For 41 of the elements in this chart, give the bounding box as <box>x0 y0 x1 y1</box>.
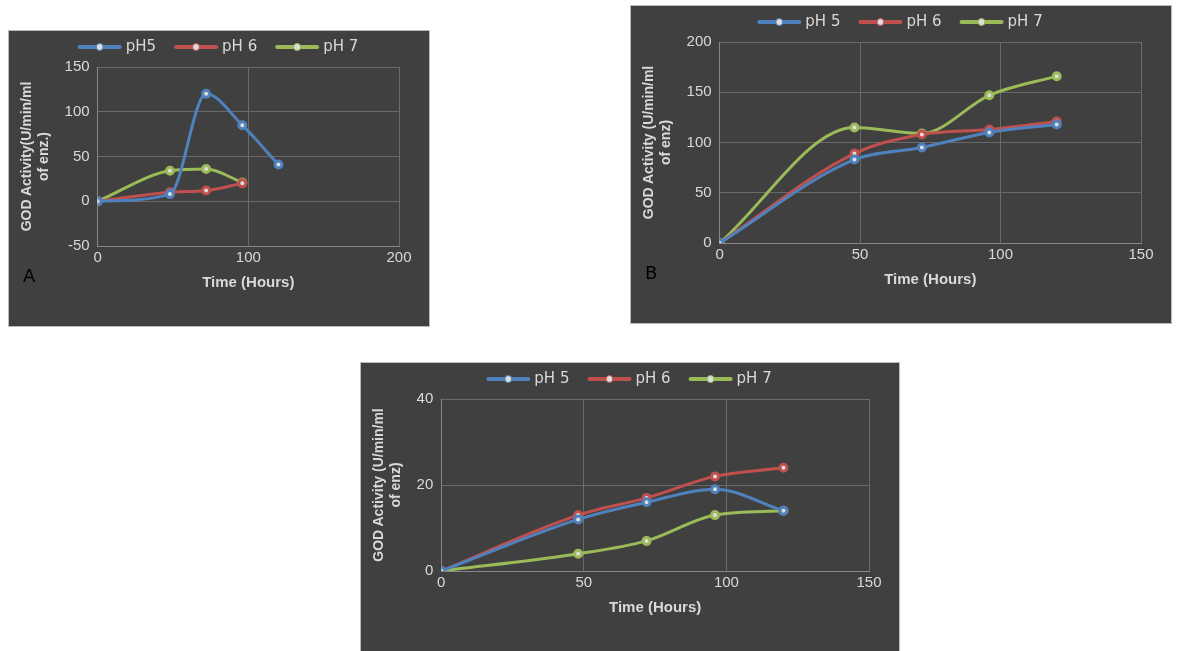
y-tick-label: 150 <box>64 57 90 75</box>
legend-label: pH 5 <box>805 11 841 30</box>
legend-label: pH 7 <box>323 36 359 55</box>
legend-label: pH 6 <box>222 36 258 55</box>
legend-label: pH 7 <box>736 368 772 387</box>
legend-label: pH 6 <box>906 11 942 30</box>
x-tick-label: 0 <box>437 573 446 591</box>
x-tick-label: 100 <box>988 245 1014 263</box>
text: A <box>23 264 36 286</box>
y-tick-label: 20 <box>416 475 434 493</box>
legend-label: pH 7 <box>1007 11 1043 30</box>
x-tick-label: 50 <box>575 573 593 591</box>
x-tick-label: 150 <box>856 573 882 591</box>
x-axis-title: Time (Hours) <box>202 273 295 291</box>
legend-label: pH 6 <box>635 368 671 387</box>
y-tick-label: 200 <box>686 32 712 50</box>
x-tick-label: 100 <box>235 248 261 266</box>
x-tick-label: 50 <box>851 245 869 263</box>
y-tick-label: 0 <box>81 191 90 209</box>
x-axis-title: Time (Hours) <box>884 270 977 288</box>
y-axis-title: GOD Activity(U/min/ml of enz.) <box>18 81 52 232</box>
y-tick-label: 100 <box>686 132 712 150</box>
y-tick-label: 40 <box>416 389 434 407</box>
y-tick-label: 50 <box>72 146 90 164</box>
x-tick-label: 200 <box>386 248 412 266</box>
y-tick-label: 50 <box>694 182 712 200</box>
y-tick-label: 0 <box>703 233 712 251</box>
x-tick-label: 0 <box>93 248 102 266</box>
y-tick-label: -50 <box>67 236 90 254</box>
x-axis-title: Time (Hours) <box>609 598 702 616</box>
legend-label: pH 5 <box>534 368 570 387</box>
y-tick-label: 150 <box>686 82 712 100</box>
x-tick-label: 0 <box>715 245 724 263</box>
x-tick-label: 150 <box>1128 245 1154 263</box>
y-axis-title: GOD Activity (U/min/ml of enz) <box>370 408 404 562</box>
legend-label: pH5 <box>125 36 157 55</box>
y-axis-title: GOD Activity (U/min/ml of enz) <box>640 65 674 220</box>
x-tick-label: 100 <box>713 573 739 591</box>
y-tick-label: 0 <box>424 561 434 579</box>
text: B <box>645 261 658 283</box>
y-tick-label: 100 <box>64 101 90 119</box>
